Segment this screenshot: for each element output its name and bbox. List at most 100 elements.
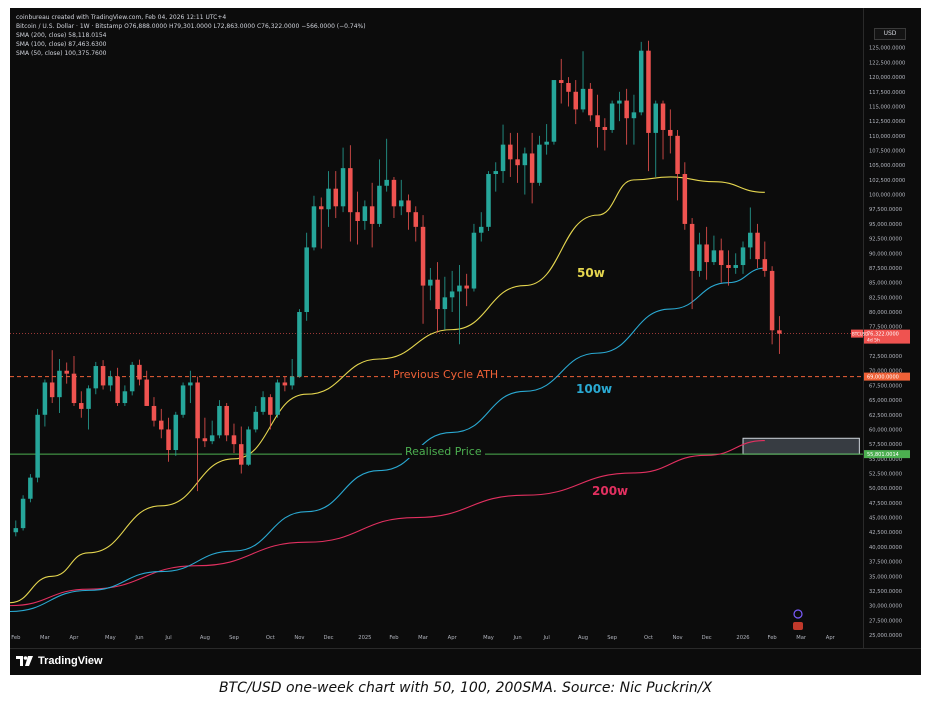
price-axis[interactable]: 25,000.0000 27,500.0000 30,000.0000 32,500.… [851, 8, 921, 675]
tradingview-icon [16, 656, 33, 666]
candle-up [638, 50, 644, 113]
candle-down [333, 188, 339, 207]
candle-up [180, 385, 186, 415]
time-tick-label: Feb [11, 635, 21, 641]
realised-price-tag [864, 450, 910, 459]
candle-up [377, 185, 382, 224]
candle-up [311, 206, 317, 248]
current-symbol-tag [851, 329, 863, 338]
candle-down [777, 330, 782, 334]
candle-down [79, 403, 84, 409]
prev-ath-price-label: 69,000.0000 [867, 375, 899, 381]
candle-up [733, 265, 738, 268]
price-tick-label: 120,000.0000 [869, 75, 905, 81]
candle-up [188, 382, 193, 386]
price-tick-label: 80,000.0000 [869, 310, 902, 316]
time-tick-label: Apr [448, 635, 458, 641]
candle-up [398, 200, 404, 207]
candle-up [500, 144, 506, 172]
candle-down [762, 259, 768, 271]
candle-up [57, 370, 62, 398]
candle-down [406, 200, 411, 213]
horizontal-lines [10, 333, 863, 455]
candle-down [49, 382, 55, 398]
candle-down [435, 279, 440, 310]
currency-button[interactable]: USD [874, 28, 906, 40]
time-tick-label: Feb [389, 635, 399, 641]
candle-up [209, 435, 215, 442]
candle-up [13, 528, 19, 533]
price-tick-label: 72,500.0000 [869, 354, 902, 360]
price-tick-label: 65,000.0000 [869, 398, 902, 404]
candle-up [340, 168, 346, 207]
candle-up [631, 112, 637, 119]
candle-down [646, 50, 651, 133]
price-tick-label: 117,500.0000 [869, 90, 905, 96]
time-tick-label: Jun [134, 635, 143, 641]
price-tick-label: 112,500.0000 [869, 119, 905, 125]
time-tick-label: Dec [702, 635, 712, 641]
time-tick-label: Jul [543, 635, 550, 641]
candle-up [129, 364, 135, 392]
candle-down [64, 370, 69, 374]
time-tick-label: Aug [578, 635, 588, 641]
price-tick-label: 70,000.0000 [869, 369, 902, 375]
candle-down [602, 127, 608, 130]
candle-up [697, 244, 702, 271]
candle-up [428, 279, 433, 286]
time-tick-label: May [105, 635, 116, 641]
price-tick-label: 67,500.0000 [869, 383, 902, 389]
candle-down [566, 82, 571, 92]
price-tick-label: 40,000.0000 [869, 545, 902, 551]
candle-up [217, 405, 222, 436]
candle-up [297, 312, 302, 377]
candle-down [238, 444, 244, 465]
candle-down [166, 429, 171, 451]
current-price-tag [864, 329, 910, 344]
candle-up [93, 366, 99, 389]
price-tick-label: 25,000.0000 [869, 633, 902, 639]
candle-down [348, 168, 353, 213]
candle-down [100, 366, 106, 386]
prev-ath-annotation: Previous Cycle ATH [390, 368, 502, 381]
sma50-legend: SMA (50, close) 100,375.7600 [16, 50, 107, 57]
candle-up [748, 232, 753, 248]
time-tick-label: Jul [164, 635, 171, 641]
price-tick-label: 92,500.0000 [869, 237, 902, 243]
candle-down [144, 379, 149, 406]
price-chart[interactable]: 25,000.0000 27,500.0000 30,000.0000 32,500.… [10, 8, 921, 675]
time-axis[interactable]: Feb Mar Apr May Jun Jul Aug Sep Oct Nov Dec 2025 Feb… [10, 635, 921, 649]
candle-up [522, 153, 528, 166]
price-tick-label: 115,000.0000 [869, 104, 905, 110]
price-tick-label: 50,000.0000 [869, 486, 902, 492]
time-tick-label: Oct [644, 635, 653, 641]
candle-up [122, 391, 128, 404]
time-tick-label: Nov [294, 635, 304, 641]
candle-up [246, 429, 251, 465]
time-tick-label: Sep [607, 635, 617, 641]
chart-frame: 25,000.0000 27,500.0000 30,000.0000 32,500.… [10, 8, 921, 675]
time-tick-label: Nov [673, 635, 683, 641]
candle-up [20, 498, 26, 529]
candle-down [668, 129, 673, 136]
price-tick-label: 110,000.0000 [869, 134, 905, 140]
candle-up [653, 103, 659, 133]
time-tick-label: Apr [70, 635, 80, 641]
candle-down [624, 100, 629, 119]
time-tick-label: Sep [229, 635, 239, 641]
candles [13, 40, 782, 537]
candle-up [289, 376, 295, 386]
price-tick-label: 100,000.0000 [869, 193, 905, 199]
candle-up [471, 232, 477, 289]
candle-up [253, 411, 259, 430]
price-tick-label: 97,500.0000 [869, 207, 902, 213]
symbol-info: Bitcoin / U.S. Dollar · 1W · Bitstamp O7… [16, 23, 366, 30]
candle-up [493, 171, 499, 175]
candle-up [711, 250, 717, 263]
candle-down [595, 115, 600, 128]
candle-down [71, 373, 77, 404]
price-tick-label: 62,500.0000 [869, 413, 902, 419]
time-tick-label: Oct [266, 635, 275, 641]
tradingview-logo[interactable]: TradingView [16, 654, 103, 668]
price-tick-label: 35,000.0000 [869, 574, 902, 580]
